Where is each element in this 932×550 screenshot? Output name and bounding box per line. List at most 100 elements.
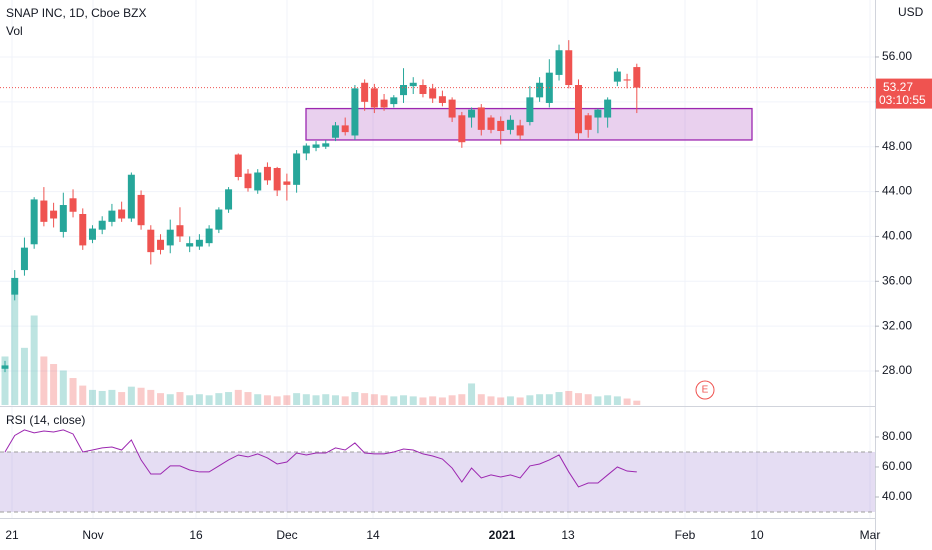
volume-bar [147, 389, 155, 405]
volume-bar [574, 393, 582, 405]
volume-bar [118, 392, 126, 405]
candle-body [59, 205, 67, 232]
volume-bar [322, 394, 330, 405]
y-tick-label: 36.00 [882, 273, 912, 287]
volume-bar [555, 392, 563, 405]
x-tick-label: 13 [561, 528, 575, 542]
volume-bar [341, 396, 349, 405]
candle-body [351, 88, 359, 136]
volume-bar [604, 395, 612, 405]
candle-body [98, 220, 106, 230]
volume-bar [506, 396, 514, 405]
volume-bar [351, 392, 359, 405]
last-price-label: 53.27 [883, 80, 913, 94]
volume-bar [497, 397, 505, 405]
volume-bar [263, 395, 271, 405]
candle-body [215, 209, 223, 230]
volume-bar [390, 396, 398, 405]
x-tick-label: 21 [5, 528, 19, 542]
candle-body [244, 173, 252, 189]
volume-bar [623, 398, 631, 405]
candle-body [11, 277, 19, 295]
candle-body [516, 125, 524, 136]
candle-body [234, 154, 242, 177]
volume-bar [176, 392, 184, 405]
candle-body [69, 198, 77, 212]
volume-bar [516, 397, 524, 405]
volume-bar [273, 396, 281, 405]
y-tick-label: 28.00 [882, 363, 912, 377]
candle-body [565, 50, 573, 86]
candle-body [526, 97, 534, 123]
candle-body [225, 189, 233, 210]
candle-body [1, 365, 9, 369]
volume-bar [633, 400, 641, 405]
range-box [305, 107, 753, 141]
volume-bar [127, 386, 135, 405]
candle-body [263, 166, 271, 181]
x-tick-label: 16 [189, 528, 203, 542]
volume-bar [584, 394, 592, 405]
volume-bar [137, 387, 145, 405]
volume-bar [302, 394, 310, 405]
x-tick-label: 2021 [489, 528, 516, 542]
volume-bar [244, 392, 252, 405]
candle-body [254, 172, 262, 191]
candle-body [448, 99, 456, 118]
candle-body [487, 117, 495, 130]
volume-bar [108, 389, 116, 405]
volume-bar [545, 394, 553, 405]
y-tick-label: 56.00 [882, 49, 912, 63]
volume-bar [254, 394, 262, 405]
volume-bar [79, 385, 87, 405]
volume-bar [361, 393, 369, 405]
volume-bar [166, 394, 174, 405]
volume-bar [30, 315, 38, 405]
candle-body [438, 96, 446, 103]
candle-body [186, 243, 194, 247]
candle-body [195, 239, 203, 247]
candle-body [127, 174, 135, 219]
volume-bar [536, 394, 544, 405]
volume-bar [234, 389, 242, 405]
x-tick-label: Feb [675, 528, 696, 542]
candle-body [594, 109, 602, 118]
candle-body [380, 99, 388, 108]
candle-body [458, 115, 466, 143]
candle-body [322, 143, 330, 147]
currency-label: USD [898, 5, 924, 19]
volume-bar [59, 370, 67, 405]
candle-body [50, 210, 58, 219]
volume-bar [157, 393, 165, 405]
candle-body [88, 228, 96, 240]
last-price-box [876, 78, 932, 109]
candle-body [331, 125, 339, 138]
volume-bar [400, 395, 408, 405]
volume-bar [186, 395, 194, 405]
volume-bar [205, 395, 213, 405]
candle-body [20, 247, 28, 271]
volume-bar [293, 393, 301, 405]
candle-body [623, 79, 631, 81]
x-tick-label: 14 [366, 528, 380, 542]
candle-body [302, 145, 310, 154]
volume-bar [613, 396, 621, 405]
candle-body [477, 107, 485, 130]
candle-body [293, 153, 301, 185]
x-tick-label: 10 [750, 528, 764, 542]
candle-body [157, 239, 165, 250]
candle-body [137, 194, 145, 226]
candle-body [30, 199, 38, 245]
candle-body [273, 168, 281, 191]
earnings-label: E [702, 385, 709, 396]
x-tick-label: Dec [276, 528, 297, 542]
volume-bar [565, 390, 573, 405]
volume-bar [215, 393, 223, 405]
y-tick-label: 40.00 [882, 229, 912, 243]
candle-body [341, 125, 349, 133]
candle-body [468, 109, 476, 118]
volume-bar [487, 396, 495, 405]
candle-body [506, 119, 514, 130]
chart-title: SNAP INC, 1D, Cboe BZX [6, 6, 147, 20]
volume-bar [477, 394, 485, 405]
